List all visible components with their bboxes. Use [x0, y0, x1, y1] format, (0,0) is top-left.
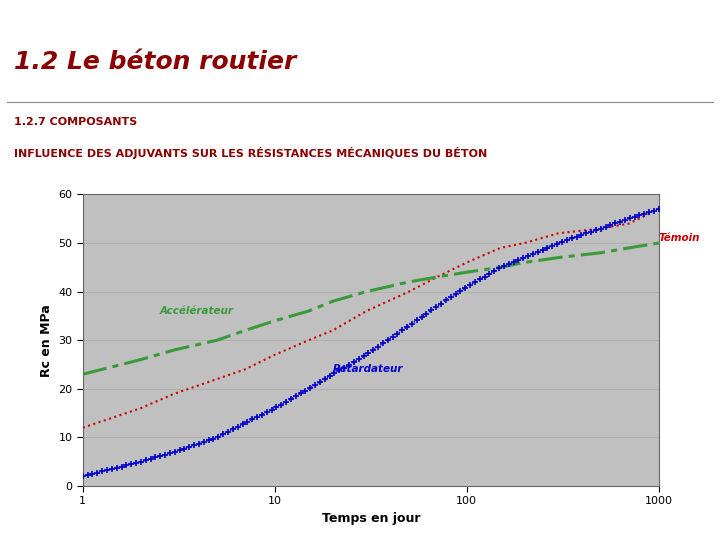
Text: 1.2 Le béton routier: 1.2 Le béton routier	[14, 50, 297, 75]
Text: Témoin: Témoin	[659, 233, 701, 243]
Text: INFLUENCE DES ADJUVANTS SUR LES RÉSISTANCES MÉCANIQUES DU BÉTON: INFLUENCE DES ADJUVANTS SUR LES RÉSISTAN…	[14, 147, 487, 159]
Text: Retardateur: Retardateur	[333, 364, 403, 374]
Text: SESSION 1 > Normalisation et bases de dimensionnement: SESSION 1 > Normalisation et bases de di…	[11, 12, 395, 25]
X-axis label: Temps en jour: Temps en jour	[322, 512, 420, 525]
Text: 1.2.7 COMPOSANTS: 1.2.7 COMPOSANTS	[14, 117, 138, 127]
Text: Accélérateur: Accélérateur	[159, 306, 233, 316]
Y-axis label: Rc en MPa: Rc en MPa	[40, 304, 53, 376]
